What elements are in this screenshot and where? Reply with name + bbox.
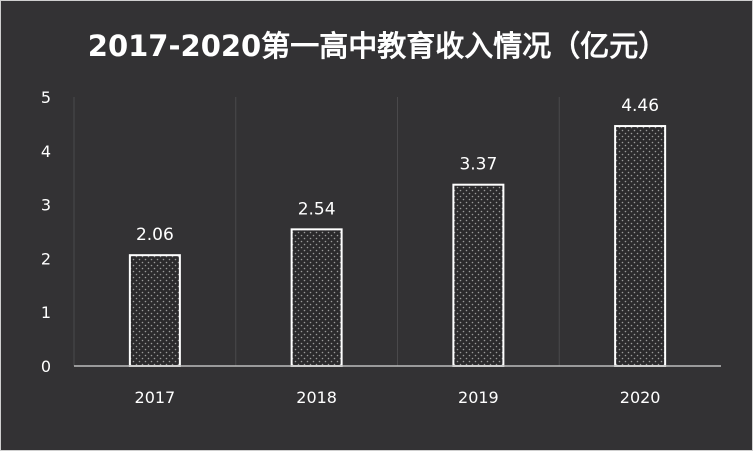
data-label-2017: 2.06 [136, 225, 174, 245]
x-tick-label-2018: 2018 [296, 388, 337, 407]
y-axis: 0 1 2 3 4 5 [41, 88, 75, 376]
x-tick-label-2020: 2020 [620, 388, 661, 407]
y-tick-label: 3 [41, 196, 51, 215]
chart-title: 2017-2020第一高中教育收入情况（亿元） [87, 29, 668, 63]
bar-2017 [128, 254, 181, 367]
x-tick-label-2017: 2017 [135, 388, 176, 407]
x-axis: 2017 2018 2019 2020 [74, 365, 721, 407]
bar-2018 [290, 228, 343, 367]
data-label-2019: 3.37 [459, 155, 497, 175]
y-tick-label: 0 [41, 357, 51, 376]
bar-2020 [614, 125, 667, 367]
data-label-2018: 2.54 [298, 199, 336, 219]
grid-lines [235, 97, 560, 366]
y-tick-label: 2 [41, 249, 51, 268]
y-tick-label: 4 [41, 142, 51, 161]
y-tick-label: 1 [41, 303, 51, 322]
bars: 2.06 2.54 3.37 4.46 [128, 96, 667, 367]
bar-2019 [452, 183, 505, 367]
data-label-2020: 4.46 [621, 96, 659, 116]
x-tick-label-2019: 2019 [458, 388, 499, 407]
y-tick-label: 5 [41, 88, 51, 107]
